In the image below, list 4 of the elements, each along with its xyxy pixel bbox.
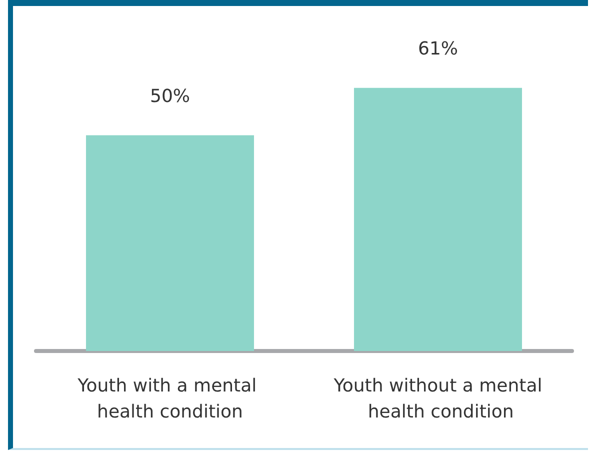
x-tick-label: Youth with a mental health condition (76, 376, 262, 422)
data-label: 61% (418, 38, 458, 60)
data-label: 50% (150, 86, 190, 107)
x-tick-label: Youth without a mental health condition (332, 376, 542, 422)
